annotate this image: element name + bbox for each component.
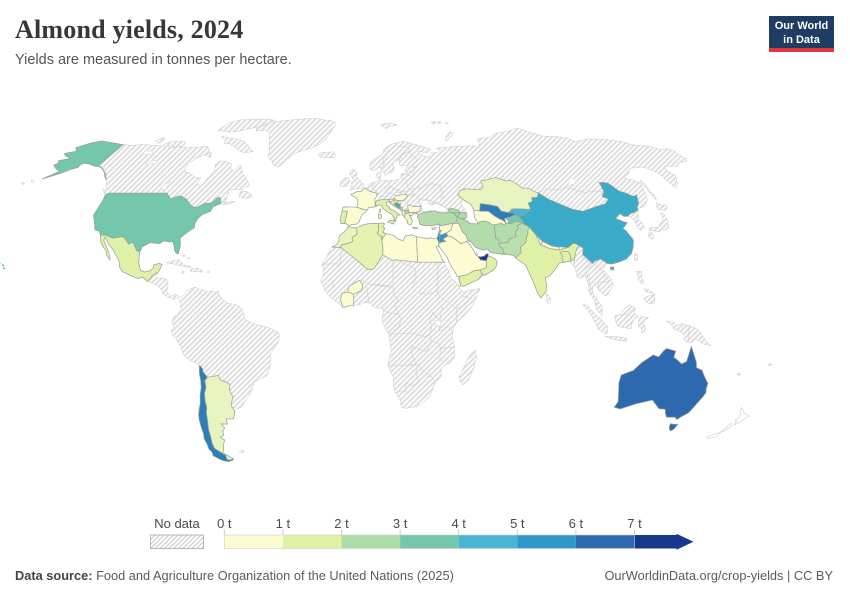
svg-text:4 t: 4 t <box>451 516 466 531</box>
svg-text:5 t: 5 t <box>510 516 525 531</box>
svg-text:1 t: 1 t <box>276 516 291 531</box>
svg-text:3 t: 3 t <box>393 516 408 531</box>
svg-text:No data: No data <box>154 516 200 531</box>
svg-text:0 t: 0 t <box>217 516 232 531</box>
svg-text:7 t: 7 t <box>627 516 642 531</box>
svg-text:2 t: 2 t <box>334 516 349 531</box>
svg-text:6 t: 6 t <box>569 516 584 531</box>
